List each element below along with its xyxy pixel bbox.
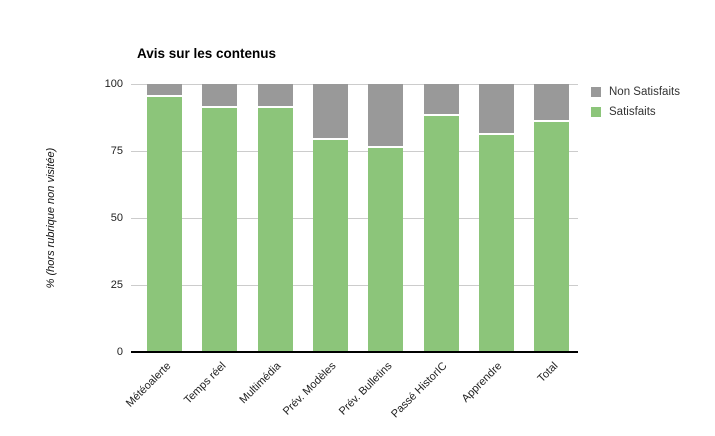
bar-segment-non-satisfaits[interactable] [534, 84, 570, 122]
y-tick-label-50: 50 [110, 212, 123, 224]
bar-2 [257, 84, 293, 352]
bar-4 [368, 84, 404, 352]
bar-segment-non-satisfaits[interactable] [478, 84, 514, 135]
bar-segment-non-satisfaits[interactable] [423, 84, 459, 117]
bar-segment-non-satisfaits[interactable] [368, 84, 404, 149]
x-axis-line [131, 351, 578, 353]
bar-segment-satisfaits[interactable] [478, 134, 514, 352]
y-tick-label-0: 0 [116, 346, 123, 358]
gridline-100 [131, 84, 578, 85]
legend-swatch [591, 107, 601, 117]
y-tick-label-25: 25 [110, 279, 123, 291]
gridline-50 [131, 218, 578, 219]
bar-segment-non-satisfaits[interactable] [147, 84, 182, 98]
bar-segment-satisfaits[interactable] [312, 140, 348, 352]
bar-segment-satisfaits[interactable] [423, 116, 459, 352]
y-axis-title: % (hors rubrique non visitée) [45, 147, 57, 289]
legend-swatch [591, 87, 601, 97]
chart-title: Avis sur les contenus [137, 46, 277, 61]
legend-label: Satisfaits [609, 106, 656, 118]
gridline-75 [131, 151, 578, 152]
bar-segment-satisfaits[interactable] [257, 108, 293, 352]
chart-legend: Non Satisfaits Satisfaits [591, 82, 680, 122]
legend-item-non-satisfaits: Non Satisfaits [591, 82, 680, 102]
bar-7 [534, 84, 570, 352]
bar-segment-satisfaits[interactable] [202, 108, 238, 352]
legend-label: Non Satisfaits [609, 86, 680, 98]
y-tick-label-100: 100 [104, 78, 123, 90]
bar-segment-satisfaits[interactable] [147, 97, 182, 352]
legend-item-satisfaits: Satisfaits [591, 102, 680, 122]
x-axis-label-7: Total [535, 360, 561, 385]
bar-0 [147, 84, 182, 352]
gridline-25 [131, 285, 578, 286]
bar-segment-satisfaits[interactable] [368, 148, 404, 352]
bar-5 [423, 84, 459, 352]
y-tick-label-75: 75 [110, 145, 123, 157]
bar-segment-non-satisfaits[interactable] [312, 84, 348, 141]
bar-segment-non-satisfaits[interactable] [202, 84, 238, 109]
bar-segment-non-satisfaits[interactable] [257, 84, 293, 109]
bar-segment-satisfaits[interactable] [534, 121, 570, 352]
bar-6 [478, 84, 514, 352]
bar-3 [312, 84, 348, 352]
bar-1 [202, 84, 238, 352]
